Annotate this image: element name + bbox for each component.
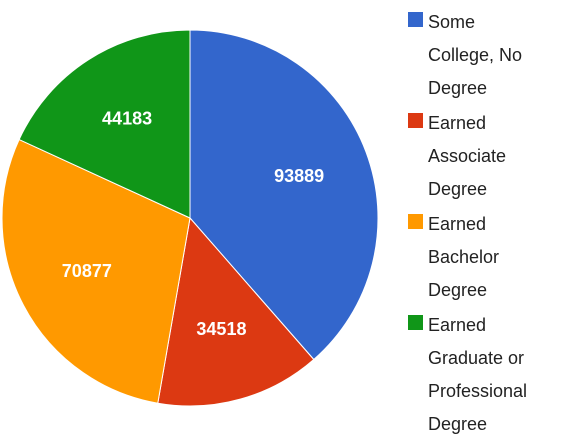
legend-swatch	[408, 214, 423, 229]
legend: Some College, No Degree Earned Associate …	[408, 6, 583, 434]
slice-label: 44183	[102, 109, 152, 129]
legend-swatch	[408, 12, 423, 27]
legend-entry: Earned Graduate or Professional Degree	[408, 309, 583, 434]
pie-slice	[157, 216, 315, 407]
slice-label: 93889	[274, 166, 324, 186]
legend-entry: Earned Associate Degree	[408, 107, 583, 208]
legend-swatch	[408, 315, 423, 330]
pie-chart: 93889 34518 70877 44183	[1, 29, 379, 407]
legend-label: Some College, No Degree	[428, 12, 523, 98]
legend-swatch	[408, 113, 423, 128]
pie-slice	[1, 138, 191, 404]
legend-label: Earned Graduate or Professional Degree	[428, 315, 528, 434]
legend-entry: Some College, No Degree	[408, 6, 583, 107]
pie-slice	[189, 29, 379, 361]
slice-label: 34518	[196, 319, 246, 339]
pie-slice	[18, 29, 191, 219]
legend-label: Earned Associate Degree	[428, 113, 507, 199]
slice-label: 70877	[62, 261, 112, 281]
legend-entry: Earned Bachelor Degree	[408, 208, 583, 309]
legend-label: Earned Bachelor Degree	[428, 214, 500, 300]
